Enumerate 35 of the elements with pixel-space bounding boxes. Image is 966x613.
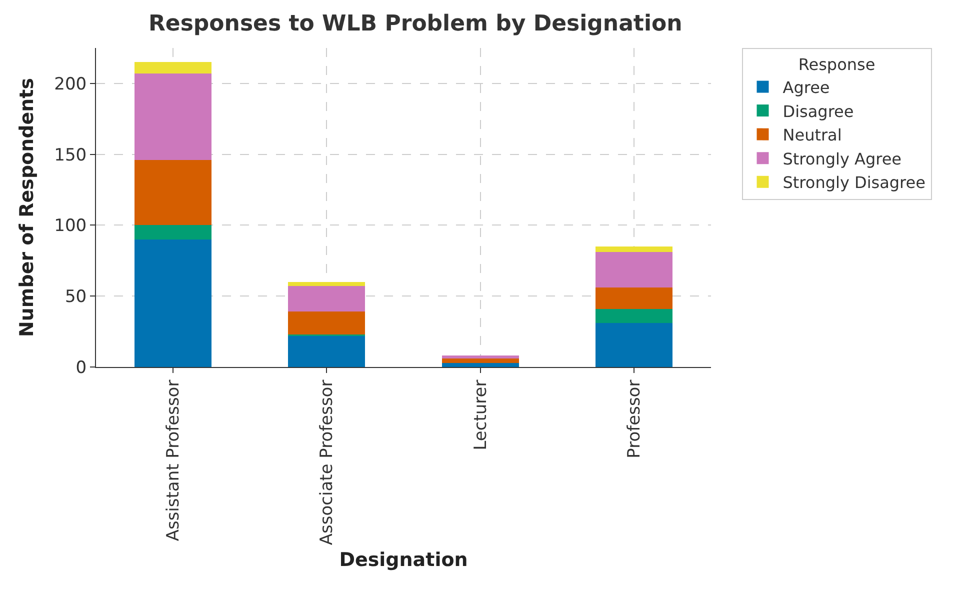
bar xyxy=(442,356,519,358)
bar xyxy=(442,358,519,363)
legend-label: Agree xyxy=(782,78,830,97)
y-tick-label: 200 xyxy=(54,74,87,94)
legend-label: Strongly Agree xyxy=(782,149,902,168)
x-tick-label: Assistant Professor xyxy=(163,380,184,542)
bar xyxy=(288,282,366,286)
bar xyxy=(596,246,673,252)
x-tick-label: Lecturer xyxy=(470,380,491,450)
bar xyxy=(288,336,366,367)
bar xyxy=(596,288,673,309)
y-axis-title: Number of Respondents xyxy=(16,78,38,338)
y-tick-label: 150 xyxy=(54,145,87,166)
bar xyxy=(134,160,212,226)
legend-label: Strongly Disagree xyxy=(782,173,926,192)
bar xyxy=(134,62,212,74)
x-axis-title: Designation xyxy=(339,548,468,571)
bar xyxy=(442,362,519,367)
bar xyxy=(134,225,212,240)
chart-title: Responses to WLB Problem by Designation xyxy=(148,12,682,37)
bar xyxy=(134,74,212,160)
x-tick-label: Associate Professor xyxy=(317,380,338,546)
bar xyxy=(288,312,366,334)
bar xyxy=(134,239,212,367)
y-tick-label: 100 xyxy=(54,216,87,236)
y-tick-label: 50 xyxy=(64,287,87,308)
legend-title: Response xyxy=(798,54,876,74)
legend-label: Disagree xyxy=(782,102,854,121)
bar xyxy=(288,286,366,312)
legend-label: Neutral xyxy=(782,126,842,145)
x-tick-label: Professor xyxy=(624,380,645,458)
bar xyxy=(596,252,673,288)
y-tick-label: 0 xyxy=(76,358,87,378)
bar xyxy=(596,323,673,367)
bar xyxy=(596,308,673,324)
